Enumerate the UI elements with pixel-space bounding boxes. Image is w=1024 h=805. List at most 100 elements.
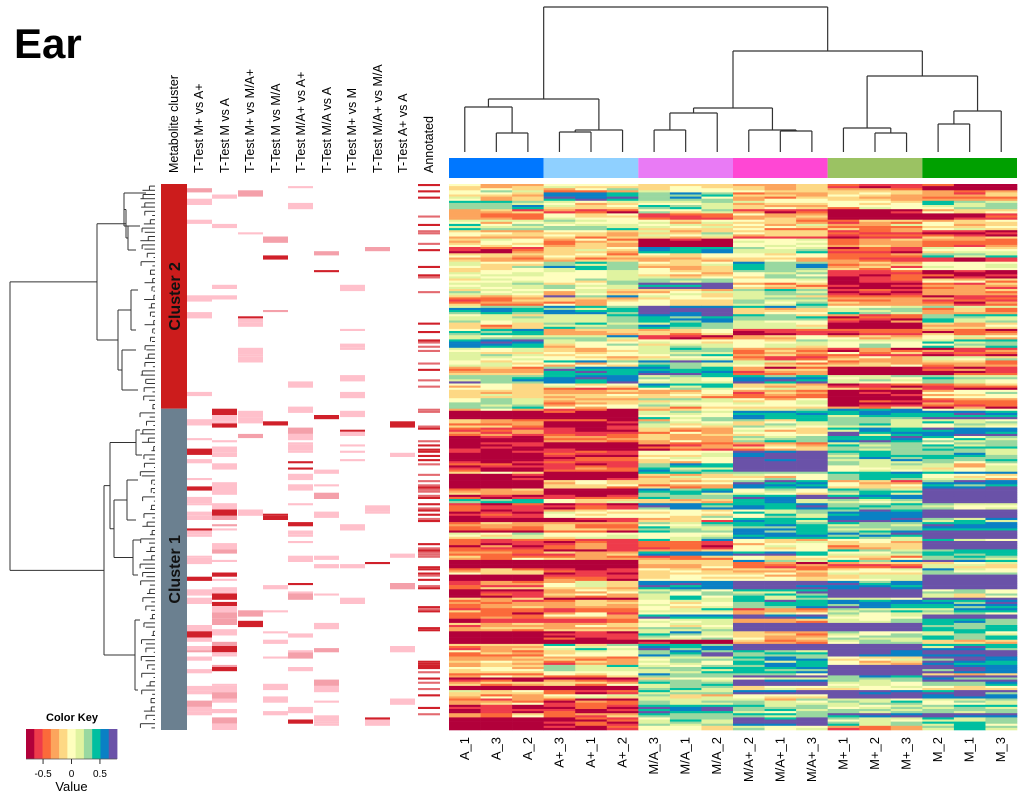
heatmap-cell bbox=[669, 303, 702, 307]
heatmap-cell bbox=[575, 568, 608, 571]
heatmap-cell bbox=[701, 557, 734, 561]
annotation-mark bbox=[212, 698, 237, 703]
heatmap-cell bbox=[890, 385, 923, 388]
heatmap-cell bbox=[733, 310, 765, 313]
heatmap-cell bbox=[764, 196, 797, 199]
heatmap-cell bbox=[827, 328, 860, 332]
heatmap-cell bbox=[669, 597, 702, 601]
heatmap-cell bbox=[796, 415, 828, 418]
heatmap-cell bbox=[953, 314, 986, 317]
heatmap-cell bbox=[575, 272, 608, 275]
heatmap-cell bbox=[733, 625, 765, 628]
heatmap-cell bbox=[543, 438, 576, 441]
heatmap-cell bbox=[827, 557, 860, 561]
heatmap-cell bbox=[480, 616, 513, 619]
heatmap-cell bbox=[512, 545, 544, 548]
heatmap-cell bbox=[859, 656, 892, 659]
heatmap-cell bbox=[922, 511, 955, 514]
heatmap-cell bbox=[733, 469, 765, 472]
heatmap-cell bbox=[859, 648, 892, 651]
heatmap-cell bbox=[796, 272, 828, 275]
heatmap-cell bbox=[638, 232, 671, 235]
heatmap-cell bbox=[701, 452, 734, 456]
heatmap-cell bbox=[638, 625, 671, 628]
heatmap-cell bbox=[733, 223, 765, 227]
heatmap-cell bbox=[543, 507, 576, 510]
heatmap-cell bbox=[859, 566, 892, 569]
heatmap-cell bbox=[701, 450, 734, 454]
heatmap-cell bbox=[890, 307, 923, 311]
heatmap-cell bbox=[512, 616, 544, 619]
heatmap-cell bbox=[890, 259, 923, 262]
heatmap-cell bbox=[764, 585, 797, 588]
heatmap-cell bbox=[796, 194, 828, 197]
heatmap-cell bbox=[827, 595, 860, 598]
heatmap-cell bbox=[733, 398, 765, 401]
heatmap-cell bbox=[796, 303, 828, 307]
heatmap-cell bbox=[512, 297, 544, 300]
heatmap-cell bbox=[985, 618, 1018, 622]
heatmap-cell bbox=[733, 242, 765, 246]
heatmap-cell bbox=[733, 564, 765, 567]
heatmap-cell bbox=[764, 625, 797, 628]
heatmap-cell bbox=[449, 496, 481, 500]
heatmap-cell bbox=[480, 694, 513, 697]
heatmap-cell bbox=[638, 322, 671, 325]
heatmap-cell bbox=[638, 639, 671, 643]
heatmap-cell bbox=[733, 343, 765, 346]
heatmap-cell bbox=[575, 249, 608, 252]
heatmap-cell bbox=[606, 559, 639, 563]
heatmap-cell bbox=[890, 452, 923, 456]
heatmap-cell bbox=[764, 299, 797, 302]
heatmap-cell bbox=[890, 595, 923, 598]
annotation-mark bbox=[418, 427, 440, 430]
column-group-a-bar bbox=[449, 158, 544, 178]
heatmap-cell bbox=[796, 429, 828, 433]
heatmap-cell bbox=[638, 528, 671, 531]
heatmap-cell bbox=[638, 457, 671, 460]
heatmap-cell bbox=[543, 335, 576, 338]
heatmap-cell bbox=[764, 228, 797, 231]
heatmap-cell bbox=[827, 461, 860, 464]
heatmap-cell bbox=[764, 307, 797, 311]
heatmap-cell bbox=[480, 658, 513, 661]
heatmap-cell bbox=[575, 333, 608, 336]
heatmap-cell bbox=[449, 228, 481, 231]
heatmap-cell bbox=[543, 566, 576, 569]
heatmap-cell bbox=[575, 412, 608, 416]
heatmap-cell bbox=[985, 522, 1018, 525]
heatmap-cell bbox=[480, 221, 513, 225]
heatmap-cell bbox=[985, 677, 1018, 680]
heatmap-cell bbox=[827, 349, 860, 353]
heatmap-cell bbox=[985, 614, 1018, 617]
heatmap-cell bbox=[859, 268, 892, 271]
heatmap-cell bbox=[953, 221, 986, 225]
heatmap-cell bbox=[827, 232, 860, 235]
heatmap-cell bbox=[606, 570, 639, 573]
heatmap-cell bbox=[606, 301, 639, 304]
heatmap-cell bbox=[512, 501, 544, 504]
annotation-mark bbox=[288, 484, 313, 491]
heatmap-cell bbox=[543, 549, 576, 552]
annotation-mark bbox=[212, 587, 237, 592]
heatmap-cell bbox=[575, 511, 608, 514]
heatmap-cell bbox=[953, 272, 986, 275]
heatmap-cell bbox=[575, 692, 608, 695]
heatmap-cell bbox=[575, 675, 608, 678]
heatmap-cell bbox=[669, 251, 702, 254]
heatmap-cell bbox=[480, 652, 513, 655]
heatmap-cell bbox=[669, 276, 702, 279]
heatmap-cell bbox=[606, 572, 639, 575]
heatmap-cell bbox=[638, 471, 671, 475]
heatmap-cell bbox=[890, 627, 923, 630]
heatmap-cell bbox=[827, 492, 860, 496]
heatmap-cell bbox=[796, 643, 828, 647]
heatmap-cell bbox=[449, 318, 481, 321]
heatmap-cell bbox=[796, 599, 828, 603]
heatmap-cell bbox=[922, 188, 955, 191]
heatmap-cell bbox=[796, 385, 828, 388]
heatmap-cell bbox=[449, 286, 481, 290]
heatmap-cell bbox=[543, 492, 576, 496]
heatmap-cell bbox=[733, 568, 765, 571]
heatmap-cell bbox=[669, 293, 702, 296]
